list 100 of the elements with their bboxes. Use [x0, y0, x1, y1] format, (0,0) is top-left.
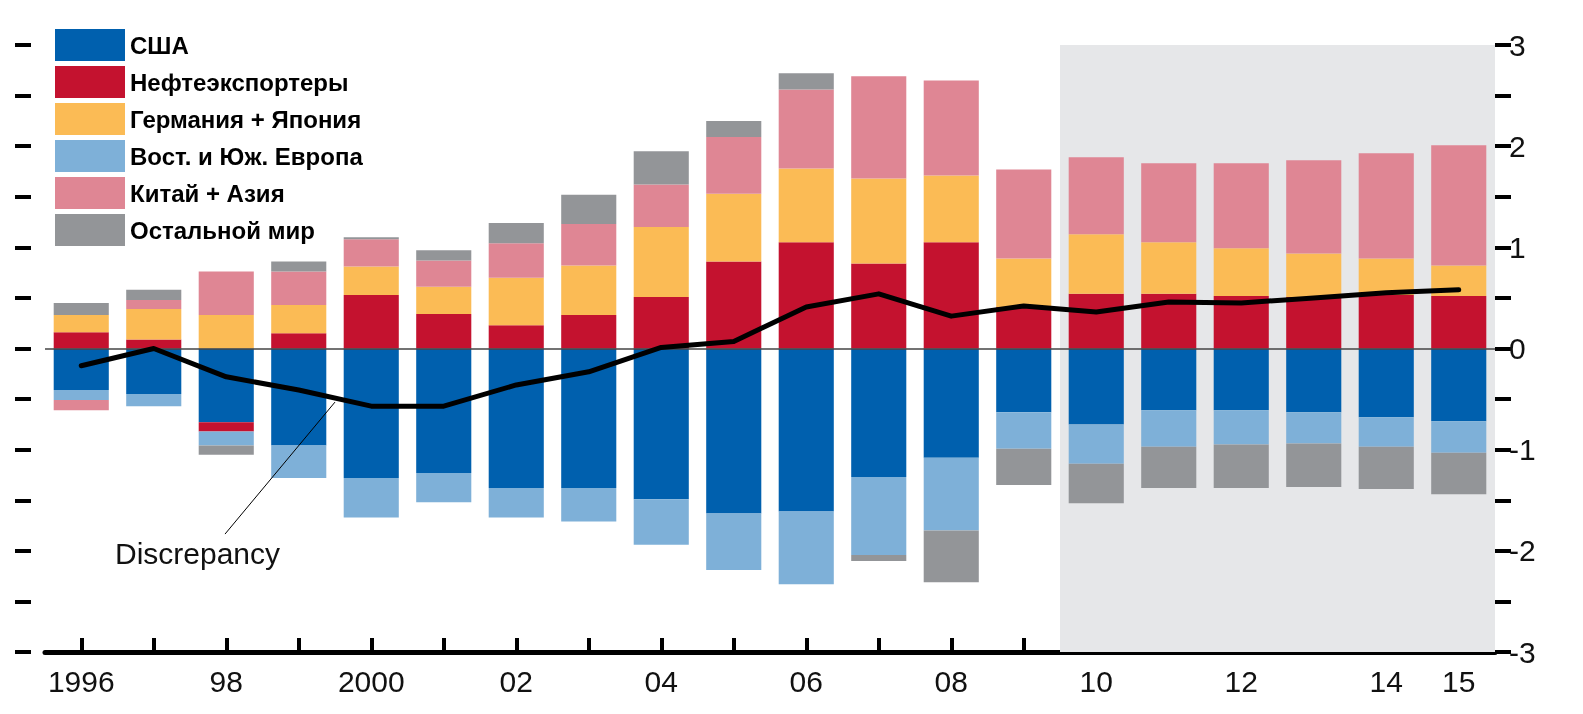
- bar: [706, 513, 762, 571]
- y-tick-label: 3: [1509, 28, 1526, 62]
- bar: [1213, 444, 1269, 489]
- x-tick-label: 02: [499, 664, 533, 698]
- bar: [343, 477, 399, 518]
- x-tick-label: 2000: [337, 664, 405, 698]
- text: Discrepancy: [115, 536, 281, 570]
- bar: [343, 237, 399, 240]
- y-tick-label: -3: [1509, 635, 1536, 669]
- bar: [778, 73, 834, 90]
- bar: [488, 325, 544, 349]
- bar: [1431, 295, 1487, 349]
- x-tick-label: 06: [789, 664, 823, 698]
- bar: [53, 389, 109, 401]
- x-tick-label: 15: [1442, 664, 1476, 698]
- bar: [1286, 253, 1342, 297]
- bar: [923, 242, 979, 349]
- bar: [706, 193, 762, 262]
- bar: [1141, 242, 1197, 294]
- y-tick-label: 0: [1509, 332, 1526, 365]
- bar: [706, 120, 762, 138]
- bar: [851, 263, 907, 349]
- bar: [1358, 446, 1414, 490]
- legend-label: Китай + Азия: [130, 179, 285, 207]
- bar: [1068, 424, 1124, 464]
- bar: [996, 258, 1052, 308]
- bar: [198, 445, 254, 455]
- bar: [633, 296, 689, 349]
- bar: [1286, 443, 1342, 488]
- bar: [1068, 463, 1124, 504]
- bar: [851, 178, 907, 264]
- bar: [1358, 417, 1414, 447]
- y-tick-label: -2: [1509, 534, 1536, 568]
- bar: [1141, 348, 1197, 411]
- bar: [1431, 421, 1487, 453]
- x-tick-label: 04: [644, 664, 678, 698]
- bar: [1213, 163, 1269, 249]
- bar: [1358, 294, 1414, 349]
- bar: [1141, 410, 1197, 447]
- bar: [126, 299, 182, 310]
- bar: [778, 168, 834, 243]
- bar: [851, 348, 907, 477]
- bar: [416, 314, 472, 349]
- bar: [343, 294, 399, 349]
- bar: [343, 266, 399, 295]
- bar: [126, 289, 182, 300]
- bar: [778, 511, 834, 585]
- x-tick-label: 08: [934, 664, 968, 698]
- legend-label: Вост. и Юж. Европа: [130, 142, 364, 170]
- bar: [561, 224, 617, 266]
- bar: [633, 227, 689, 297]
- legend-label: Остальной мир: [130, 216, 315, 244]
- y-tick-label: 1: [1509, 230, 1526, 264]
- bar: [1286, 412, 1342, 444]
- x-tick-label: 12: [1224, 664, 1258, 698]
- bar: [1141, 163, 1197, 243]
- bar: [1068, 157, 1124, 235]
- bar: [416, 348, 472, 473]
- bar: [1286, 348, 1342, 413]
- bar: [996, 412, 1052, 449]
- bar: [923, 530, 979, 583]
- x-tick-label: 98: [209, 664, 243, 698]
- bar: [1141, 446, 1197, 489]
- x-tick-label: 1996: [47, 664, 115, 698]
- bar: [416, 260, 472, 287]
- bar: [488, 223, 544, 244]
- bar: [271, 333, 327, 349]
- bar: [996, 348, 1052, 413]
- bar: [271, 271, 327, 305]
- bar: [923, 80, 979, 176]
- bar: [53, 348, 109, 390]
- bar: [561, 488, 617, 522]
- bar: [271, 348, 327, 446]
- bar: [851, 476, 907, 555]
- bar: [416, 286, 472, 315]
- bar: [923, 175, 979, 243]
- bar: [996, 307, 1052, 349]
- bar: [343, 239, 399, 267]
- bar: [198, 271, 254, 316]
- bar: [1068, 234, 1124, 294]
- bar: [126, 309, 182, 340]
- bar: [198, 422, 254, 432]
- bar: [1213, 248, 1269, 296]
- bar: [923, 457, 979, 531]
- bar: [343, 348, 399, 478]
- bar: [706, 348, 762, 514]
- bar: [706, 261, 762, 349]
- bar: [488, 348, 544, 489]
- bar: [126, 394, 182, 407]
- bar: [271, 305, 327, 334]
- bar: [53, 302, 109, 316]
- bar: [198, 431, 254, 446]
- y-tick-label: 2: [1509, 129, 1526, 163]
- bar: [1358, 153, 1414, 259]
- bar: [271, 261, 327, 272]
- bar: [1431, 348, 1487, 422]
- legend-label: Германия + Япония: [130, 105, 362, 133]
- bar: [1431, 452, 1487, 495]
- bar: [923, 348, 979, 458]
- bar: [706, 137, 762, 194]
